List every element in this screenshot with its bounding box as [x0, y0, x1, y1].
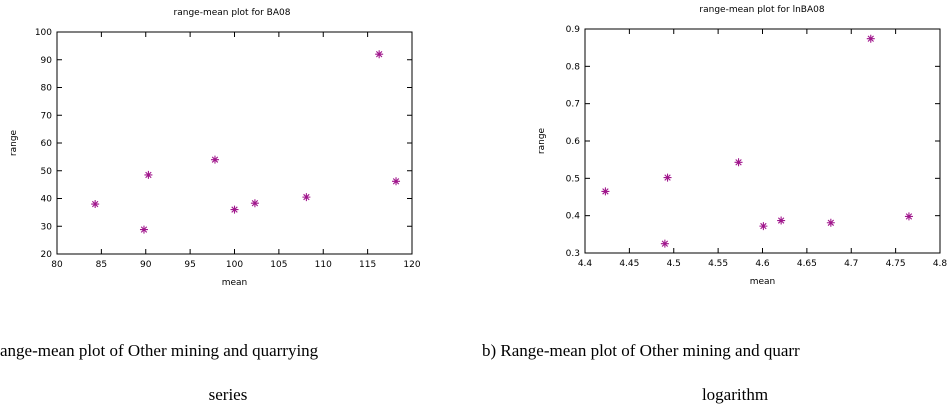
- x-tick-label: 4.5: [667, 259, 681, 269]
- x-tick-label: 4.4: [578, 259, 593, 269]
- caption-line: ange-mean plot of Other mining and quarr…: [0, 341, 319, 360]
- point: [392, 177, 401, 186]
- y-tick-label: 0.6: [566, 137, 581, 147]
- x-tick-label: 105: [270, 260, 287, 270]
- x-axis-label: mean: [750, 277, 776, 287]
- x-tick-label: 4.45: [619, 259, 639, 269]
- plot-frame: [56, 31, 413, 255]
- point: [759, 222, 768, 231]
- caption-line: b) Range-mean plot of Other mining and q…: [482, 341, 800, 360]
- point: [663, 173, 672, 182]
- x-tick-label: 80: [51, 260, 63, 270]
- x-tick-label: 100: [226, 260, 243, 270]
- x-tick-label: 4.7: [844, 259, 858, 269]
- point: [866, 34, 875, 43]
- y-tick-label: 0.5: [566, 174, 580, 184]
- y-tick-label: 0.8: [566, 62, 581, 72]
- y-tick-label: 100: [35, 28, 52, 38]
- x-axis-label: mean: [222, 278, 248, 288]
- x-tick-label: 4.6: [755, 259, 770, 269]
- x-tick-label: 4.75: [886, 259, 906, 269]
- point: [139, 225, 148, 234]
- x-tick-label: 4.8: [933, 259, 948, 269]
- x-tick-label: 90: [140, 260, 152, 270]
- y-tick-label: 30: [41, 222, 53, 232]
- point: [826, 218, 835, 227]
- x-tick-label: 95: [184, 260, 195, 270]
- point: [734, 158, 743, 167]
- y-tick-label: 20: [41, 250, 53, 260]
- y-tick-label: 90: [41, 56, 53, 66]
- y-tick-label: 60: [41, 139, 53, 149]
- point: [230, 205, 239, 214]
- y-tick-label: 0.7: [566, 100, 580, 110]
- plot-frame: [584, 28, 941, 254]
- point: [777, 216, 786, 225]
- point: [210, 155, 219, 164]
- point: [375, 50, 384, 59]
- x-tick-label: 4.65: [797, 259, 817, 269]
- x-tick-label: 85: [96, 260, 107, 270]
- y-tick-label: 50: [41, 167, 53, 177]
- point: [144, 170, 153, 179]
- y-tick-label: 0.3: [566, 249, 580, 259]
- y-tick-label: 40: [41, 195, 53, 205]
- x-tick-label: 115: [359, 260, 376, 270]
- point: [601, 187, 610, 196]
- y-axis-label: range: [9, 129, 19, 156]
- y-tick-label: 0.4: [566, 212, 581, 222]
- caption-line: series: [209, 385, 248, 404]
- x-tick-label: 110: [315, 260, 332, 270]
- y-tick-label: 80: [41, 84, 53, 94]
- x-tick-label: 4.55: [708, 259, 728, 269]
- x-tick-label: 120: [403, 260, 420, 270]
- point: [660, 239, 669, 248]
- point: [302, 193, 311, 202]
- chart-title: range-mean plot for lnBA08: [699, 5, 824, 15]
- y-axis-label: range: [537, 127, 547, 154]
- y-tick-label: 70: [41, 111, 53, 121]
- point: [250, 199, 259, 208]
- chart-title: range-mean plot for BA08: [174, 8, 291, 18]
- y-tick-label: 0.9: [566, 25, 581, 35]
- point: [904, 212, 913, 221]
- point: [91, 200, 100, 209]
- caption-line: logarithm: [702, 385, 768, 404]
